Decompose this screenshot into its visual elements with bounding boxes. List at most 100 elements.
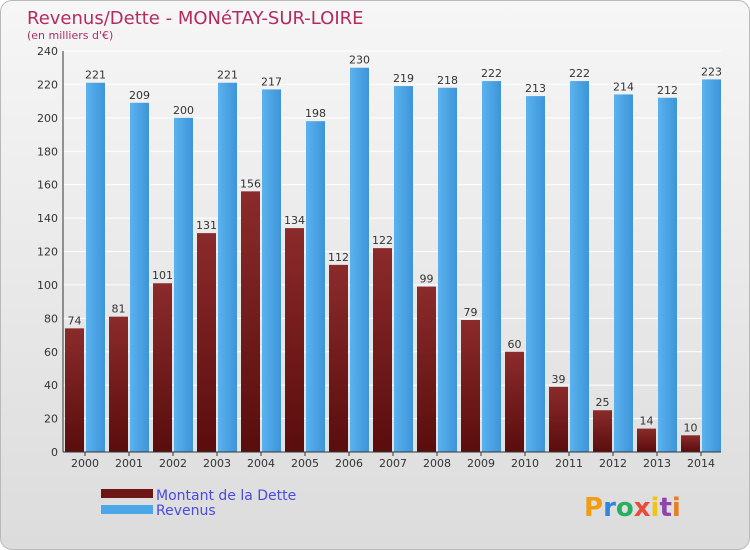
value-label: 99 [420, 273, 434, 286]
bar-debt [241, 191, 260, 452]
bar-debt [373, 248, 392, 452]
legend-label-debt: Montant de la Dette [156, 488, 296, 504]
bar-revenue [86, 82, 105, 452]
x-tick-label: 2005 [291, 457, 319, 470]
bar-debt [681, 435, 700, 452]
y-tick-label: 140 [37, 212, 58, 225]
bar-revenue [570, 81, 589, 452]
bar-debt [593, 410, 612, 452]
logo-letter: t [659, 493, 671, 523]
x-tick-label: 2011 [555, 457, 583, 470]
value-label: 131 [196, 219, 217, 232]
value-label: 214 [613, 80, 634, 93]
value-label: 134 [284, 214, 305, 227]
value-label: 213 [525, 82, 546, 95]
logo-letter: i [651, 493, 660, 523]
bar-revenue [174, 117, 193, 452]
x-tick-label: 2006 [335, 457, 363, 470]
value-label: 74 [68, 314, 82, 327]
y-tick-label: 40 [44, 379, 58, 392]
chart-title: Revenus/Dette - MONéTAY-SUR-LOIRE [27, 8, 364, 29]
proxiti-logo: Proxiti [584, 493, 681, 523]
y-tick-label: 180 [37, 145, 58, 158]
x-tick-label: 2003 [203, 457, 231, 470]
logo-text: Proxiti [584, 493, 681, 523]
legend-swatch-debt [101, 489, 153, 498]
x-tick-label: 2007 [379, 457, 407, 470]
y-tick-label: 20 [44, 413, 58, 426]
legend: Montant de la Dette Revenus [101, 488, 296, 519]
logo-letter: o [616, 493, 634, 523]
bar-revenue [658, 97, 677, 453]
bar-debt [637, 428, 656, 452]
value-label: 222 [481, 67, 502, 80]
bar-debt [153, 283, 172, 452]
x-tick-label: 2010 [511, 457, 539, 470]
x-tick-label: 2002 [159, 457, 187, 470]
bar-revenue [482, 81, 501, 452]
value-label: 219 [393, 72, 414, 85]
value-label: 212 [657, 84, 678, 97]
value-label: 223 [701, 65, 722, 78]
bar-debt [549, 386, 568, 452]
bar-debt [417, 286, 436, 452]
value-label: 14 [640, 415, 654, 428]
value-label: 81 [112, 303, 126, 316]
value-label: 101 [152, 269, 173, 282]
value-label: 209 [129, 89, 150, 102]
value-label: 200 [173, 104, 194, 117]
y-tick-label: 200 [37, 112, 58, 125]
x-tick-label: 2004 [247, 457, 275, 470]
logo-letter: r [603, 493, 616, 523]
legend-label-revenue: Revenus [156, 503, 216, 519]
bar-revenue [262, 89, 281, 452]
value-label: 60 [508, 338, 522, 351]
value-label: 221 [85, 69, 106, 82]
bar-debt [109, 316, 128, 452]
y-tick-label: 120 [37, 246, 58, 259]
value-label: 10 [684, 421, 698, 434]
bar-debt [505, 351, 524, 452]
x-tick-label: 2013 [643, 457, 671, 470]
x-tick-label: 2000 [71, 457, 99, 470]
legend-swatch-revenue [101, 505, 153, 514]
x-tick-label: 2009 [467, 457, 495, 470]
value-label: 217 [261, 75, 282, 88]
x-tick-label: 2001 [115, 457, 143, 470]
value-label: 122 [372, 234, 393, 247]
chart-subtitle: (en milliers d'€) [27, 29, 113, 42]
y-tick-label: 240 [37, 45, 58, 58]
bar-debt [285, 228, 304, 452]
bar-revenue [614, 94, 633, 453]
logo-letter: i [672, 493, 681, 523]
value-label: 221 [217, 69, 238, 82]
value-label: 79 [464, 306, 478, 319]
bar-revenue [350, 67, 369, 452]
bar-debt [329, 264, 348, 452]
x-tick-label: 2008 [423, 457, 451, 470]
bar-debt [65, 328, 84, 452]
bar-revenue [438, 87, 457, 452]
value-label: 218 [437, 74, 458, 87]
bar-revenue [130, 102, 149, 452]
y-tick-label: 100 [37, 279, 58, 292]
bar-debt [197, 233, 216, 452]
value-label: 230 [349, 54, 370, 67]
value-label: 198 [305, 107, 326, 120]
y-tick-label: 60 [44, 346, 58, 359]
bar-revenue [306, 121, 325, 453]
logo-letter: P [584, 493, 603, 523]
x-tick-label: 2014 [687, 457, 715, 470]
x-tick-label: 2012 [599, 457, 627, 470]
bar-debt [461, 320, 480, 452]
y-tick-label: 220 [37, 78, 58, 91]
y-tick-label: 80 [44, 312, 58, 325]
logo-letter: x [634, 493, 651, 523]
value-label: 112 [328, 251, 349, 264]
y-tick-label: 160 [37, 179, 58, 192]
value-label: 156 [240, 177, 261, 190]
value-label: 25 [596, 396, 610, 409]
bar-revenue [526, 96, 545, 453]
